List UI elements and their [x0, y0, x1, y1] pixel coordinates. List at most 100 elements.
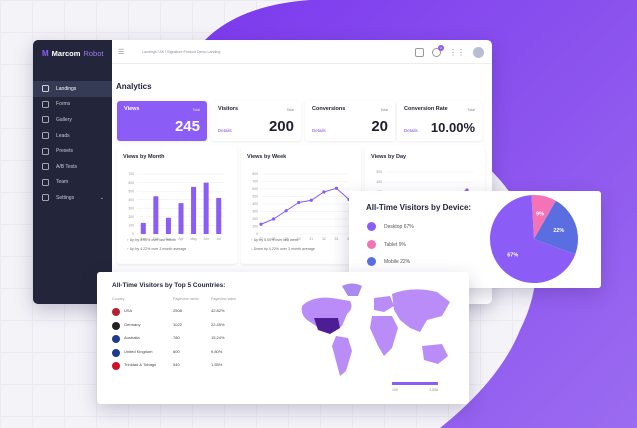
table-row: USA 2508 42.82%: [112, 306, 262, 318]
stat-card-visitors[interactable]: Visitors Total Details 200: [211, 101, 301, 141]
data-point: [322, 190, 326, 194]
sidebar-nav: Landings Forms Gallery Leads Presets A/B Test…: [33, 81, 112, 206]
y-tick-label: 100: [128, 224, 134, 228]
pageview-count: 600: [173, 348, 180, 354]
x-tick-label: Feb: [153, 237, 159, 241]
pie-slice-tablet: [531, 195, 556, 239]
pageview-count: 1022: [173, 321, 182, 327]
views-by-month-card: Views by Month 700 600 500 400 300 200 100 0 Jan…: [117, 146, 237, 264]
bar: [178, 203, 184, 234]
card-title: All-Time Visitors by Top 5 Countries:: [112, 282, 226, 289]
trend-note-text: Up by 5.00% over last week: [253, 238, 299, 242]
table-row: Australia 780 15.24%: [112, 333, 262, 345]
data-point: [309, 198, 313, 202]
x-tick-label: Jan: [141, 237, 147, 241]
bell-icon[interactable]: 2: [432, 45, 444, 57]
x-tick-label: 27: [259, 237, 263, 241]
stat-card-conversion-rate[interactable]: Conversion Rate Total Details 10.00%: [397, 101, 482, 141]
leads-icon: [42, 132, 49, 139]
x-tick-label: Jul: [217, 237, 222, 241]
legend-dot: [367, 257, 376, 266]
apps-grid-icon[interactable]: ⋮⋮: [449, 48, 465, 57]
brand-suffix: Robot: [83, 49, 104, 58]
trend-note: ↓ Down by 4.22% over 3 month average: [251, 247, 315, 251]
stat-value: 245: [174, 118, 200, 135]
trend-note: ↑ Up by 4.22% over 3 month average: [127, 247, 186, 251]
legend-label: Desktop 67%: [384, 223, 414, 230]
sidebar-item-forms[interactable]: Forms: [33, 97, 112, 113]
sidebar-item-presets[interactable]: Presets: [33, 143, 112, 159]
y-tick-label: 200: [252, 217, 258, 221]
stat-card-views[interactable]: Views Total 245: [117, 101, 207, 141]
y-tick-label: 300: [252, 210, 258, 214]
details-link[interactable]: Details: [218, 128, 232, 133]
y-tick-label: 0: [256, 232, 258, 236]
pageview-percent: 22.45%: [211, 321, 225, 327]
device-visitors-card: All-Time Visitors by Device: Desktop 67%…: [349, 191, 601, 288]
legend-label: Mobile 22%: [384, 258, 411, 265]
bar: [191, 186, 197, 234]
data-point: [284, 209, 288, 213]
map-asia: [392, 289, 450, 332]
sidebar-item-landings[interactable]: Landings: [33, 81, 112, 97]
map-usa: [314, 318, 340, 334]
trend-note-text: Down by 4.22% over 3 month average: [253, 247, 315, 251]
pageview-percent: 15.24%: [211, 335, 225, 340]
y-tick-label: 0: [132, 232, 134, 236]
card-title: Views by Week: [247, 154, 287, 160]
map-greenland: [342, 283, 362, 296]
pie-slice-mobile: [534, 200, 578, 255]
ab-test-icon: [42, 163, 49, 171]
australia-flag-icon: [112, 335, 120, 343]
pageview-count: 780: [173, 335, 180, 340]
sidebar-item-team[interactable]: Team: [33, 175, 112, 191]
y-tick-label: 700: [128, 172, 134, 176]
legend-label: Tablet 9%: [384, 241, 406, 248]
stat-card-conversions[interactable]: Conversions Total Details 20: [305, 101, 395, 141]
x-tick-label: 31: [309, 237, 313, 241]
stat-value: 200: [268, 118, 294, 135]
details-link[interactable]: Details: [312, 128, 326, 133]
pie-slice-desktop: [490, 195, 576, 283]
map-scale-bar: [392, 382, 438, 385]
trend-note-text: Up by 4.22% over 3 month average: [129, 247, 187, 251]
x-tick-label: 30: [297, 237, 301, 241]
y-tick-label: 400: [128, 198, 134, 202]
avatar[interactable]: [473, 47, 484, 58]
details-link[interactable]: Details: [404, 128, 418, 133]
y-tick-label: 100: [252, 225, 258, 229]
x-tick-label: Mar: [166, 237, 173, 241]
breadcrumb: Landings / AK / Signature Product Demo L…: [142, 49, 221, 54]
germany-flag-icon: [112, 321, 120, 330]
notification-badge: 2: [438, 45, 444, 51]
add-icon[interactable]: [415, 48, 424, 57]
map-scale-max: 2,508: [429, 388, 438, 392]
column-header-pageview-name: Pageview name: [173, 297, 199, 301]
trend-note: ↑ Up by 5.00% over last month: [127, 238, 176, 242]
sidebar-item-label: Forms: [56, 101, 71, 108]
x-tick-label: 33: [335, 237, 339, 241]
stat-total-label: Total: [467, 108, 475, 112]
table-row: Germany 1022 22.45%: [112, 320, 262, 332]
views-by-week-card: Views by Week 800 700 600 500 400 300 200 100 0 2…: [241, 146, 361, 264]
y-tick-label: 450: [376, 180, 382, 184]
data-point: [334, 186, 339, 190]
sidebar-item-a-b-tests[interactable]: A/B Tests: [33, 159, 112, 175]
x-tick-label: Jun: [203, 237, 209, 241]
device-pie-chart: 9% 22% 67%: [490, 195, 578, 283]
brand-logo[interactable]: M Marcom Robot: [42, 49, 103, 58]
views-by-month-chart: 700 600 500 400 300 200 100 0 Jan Feb Mar Apr May Jun…: [128, 172, 225, 241]
sidebar-item-settings[interactable]: Settings ⌄: [33, 190, 112, 206]
sidebar-item-leads[interactable]: Leads: [33, 128, 112, 144]
legend-item-mobile: Mobile 22%: [367, 257, 410, 266]
menu-toggle-icon[interactable]: ☰: [118, 49, 125, 56]
top-bar: ☰ Landings / AK / Signature Product Demo…: [112, 40, 492, 64]
trend-up-icon: ↑: [127, 247, 129, 251]
sidebar-item-label: A/B Tests: [56, 163, 78, 170]
chevron-down-icon: ⌄: [99, 194, 104, 201]
sidebar-item-gallery[interactable]: Gallery: [33, 112, 112, 128]
bar: [216, 198, 222, 234]
usa-flag-icon: [112, 308, 120, 316]
legend-dot: [367, 222, 376, 231]
legend-item-desktop: Desktop 67%: [367, 222, 414, 231]
